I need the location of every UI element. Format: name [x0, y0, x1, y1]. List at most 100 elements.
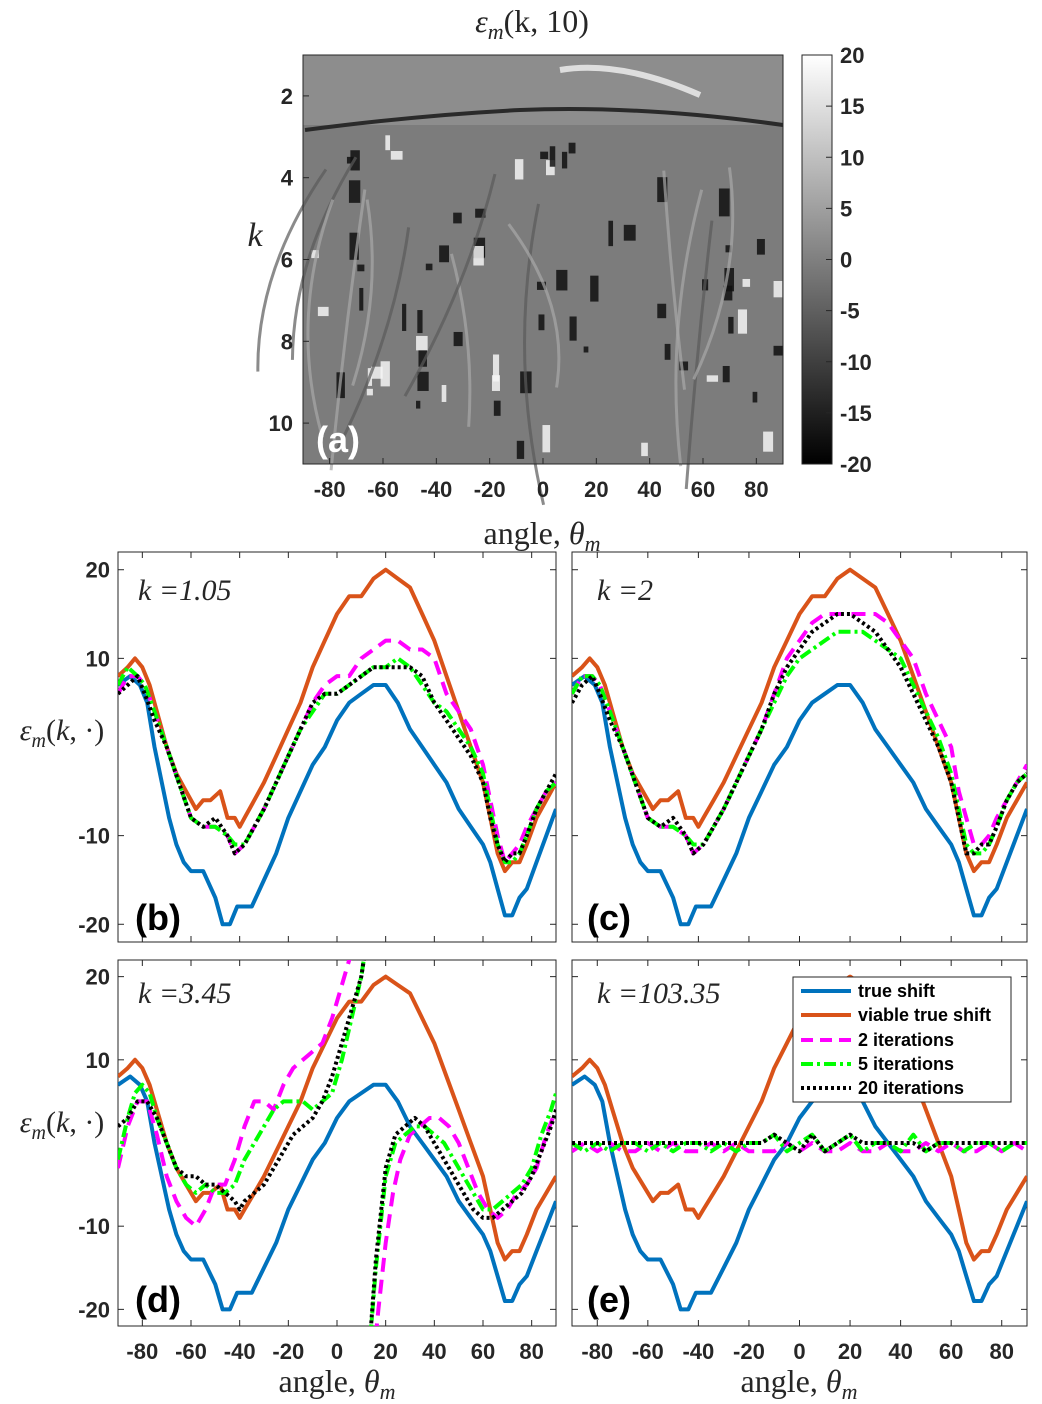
panel-d-series — [118, 960, 556, 1326]
heatmap-ridge — [304, 107, 784, 132]
heatmap-streak — [523, 203, 546, 506]
y-tick-label: -10 — [78, 1214, 110, 1239]
heatmap-speckle — [737, 309, 748, 334]
ylabel-top-row: εm(k, ·) — [20, 714, 105, 752]
heatmap-y-ticks: 2 4 6 8 10 — [269, 84, 309, 436]
heatmap-y-tick-label: 8 — [281, 329, 293, 354]
series-2-iterations — [118, 960, 352, 1229]
heatmap-speckle — [349, 232, 359, 260]
x-tick-label: -40 — [682, 1339, 714, 1364]
heatmap-speckle — [773, 345, 783, 356]
heatmap-ylabel: k — [247, 217, 263, 254]
x-tick-label: 60 — [939, 1339, 963, 1364]
heatmap-speckle — [623, 224, 636, 241]
heatmap-streak — [306, 199, 335, 438]
series-5-iterations — [118, 656, 556, 865]
heatmap-speckle — [417, 371, 429, 391]
series-5-iterations — [118, 960, 366, 1195]
heatmap-speckle — [417, 310, 423, 334]
heatmap-x-tick-label: 80 — [744, 477, 768, 502]
heatmap-speckle — [556, 269, 568, 291]
x-tick-label: 0 — [331, 1339, 343, 1364]
heatmap-x-tick-label: 0 — [537, 477, 549, 502]
series-viable-true-shift — [572, 974, 1027, 1262]
heatmap-speckle — [568, 142, 576, 154]
heatmap-streak — [507, 223, 561, 388]
heatmap-speckle — [317, 306, 329, 317]
heatmap-speckle — [473, 245, 484, 266]
panel-e: -80 -60 -40 -20 0 20 40 60 80 k =103.35 (e) true… — [571, 959, 1028, 1364]
heatmap-speckle — [706, 375, 719, 382]
heatmap-streak — [335, 227, 411, 451]
heatmap-streak — [256, 168, 328, 372]
heatmap-x-tick-label: -80 — [314, 477, 346, 502]
series-true-shift — [118, 1074, 556, 1312]
panel-b-ticks: 20 10 -10 -20 — [78, 552, 556, 942]
heatmap-xlabel-symbol: θ — [569, 515, 585, 551]
panel-c-ticks — [572, 552, 1027, 942]
heatmap-speckle — [416, 400, 421, 409]
x-tick-label: -60 — [632, 1339, 664, 1364]
series-viable-true-shift — [118, 974, 556, 1262]
heatmap-y-tick-label: 6 — [281, 248, 293, 273]
x-tick-label: 20 — [838, 1339, 862, 1364]
legend-viable-true-shift: viable true shift — [858, 1005, 991, 1025]
legend-20-iterations: 20 iterations — [858, 1078, 964, 1098]
heatmap-speckle — [538, 314, 545, 331]
x-tick-label: 60 — [471, 1339, 495, 1364]
panel-c-frame — [571, 551, 1028, 943]
heatmap-speckle — [657, 303, 667, 319]
heatmap-speckle — [657, 177, 668, 203]
y-tick-label: -20 — [78, 912, 110, 937]
y-tick-label: 20 — [86, 558, 110, 583]
series-2-iterations — [572, 1141, 1027, 1154]
heatmap-speckle — [752, 391, 758, 403]
colorbar-tick-label: -20 — [840, 452, 872, 477]
heatmap-speckle — [514, 159, 524, 180]
heatmap-y-tick-label: 2 — [281, 84, 293, 109]
x-tick-label: -40 — [224, 1339, 256, 1364]
heatmap-speckle — [516, 440, 525, 459]
series-20-iterations — [572, 1132, 1027, 1154]
heatmap-speckle — [536, 281, 546, 290]
series-true-shift — [572, 674, 1027, 927]
heatmap-streak — [662, 170, 687, 390]
heatmap-title-symbol: ε — [475, 3, 488, 39]
heatmap-title: εm(k, 10) — [475, 3, 589, 44]
x-tick-label: 40 — [422, 1339, 446, 1364]
heatmap-speckle — [311, 250, 319, 259]
heatmap-x-tick-label: 20 — [584, 477, 608, 502]
colorbar-tick-label: 10 — [840, 145, 864, 170]
panel-b-k-value: k =1.05 — [138, 574, 232, 607]
heatmap-speckle — [402, 303, 407, 331]
heatmap-streak — [290, 156, 358, 360]
x-tick-label: -60 — [175, 1339, 207, 1364]
heatmap-speckle — [492, 354, 500, 382]
xlabel-panel-e: angle, θm — [741, 1363, 858, 1404]
heatmap-x-tick-label: 60 — [691, 477, 715, 502]
heatmap-xlabel: angle, θm — [484, 515, 601, 556]
heatmap-streak — [692, 167, 735, 380]
panel-d-ticks: -80 -60 -40 -20 0 20 40 60 80 20 10 -10 -20 — [78, 960, 556, 1364]
heatmap-x-tick-label: -40 — [420, 477, 452, 502]
heatmap-speckle — [348, 180, 361, 203]
x-tick-label: 80 — [519, 1339, 543, 1364]
heatmap-speckle — [545, 160, 555, 176]
heatmap-speckle — [418, 350, 427, 367]
panel-e-k-value: k =103.35 — [597, 977, 721, 1010]
heatmap-speckle — [725, 245, 732, 253]
colorbar-tick-label: 0 — [840, 248, 852, 273]
heatmap-speckle — [569, 316, 577, 341]
heatmap-speckle — [491, 375, 500, 391]
heatmap-speckle — [493, 400, 501, 416]
heatmap-title-args: (k, 10) — [504, 3, 589, 39]
heatmap-speckle — [390, 151, 403, 160]
series-5-iterations — [369, 1092, 556, 1326]
panel-c-series — [572, 567, 1027, 927]
x-tick-label: -80 — [126, 1339, 158, 1364]
ylabel-bottom-row: εm(k, ·) — [20, 1106, 105, 1144]
legend-5-iterations: 5 iterations — [858, 1054, 954, 1074]
